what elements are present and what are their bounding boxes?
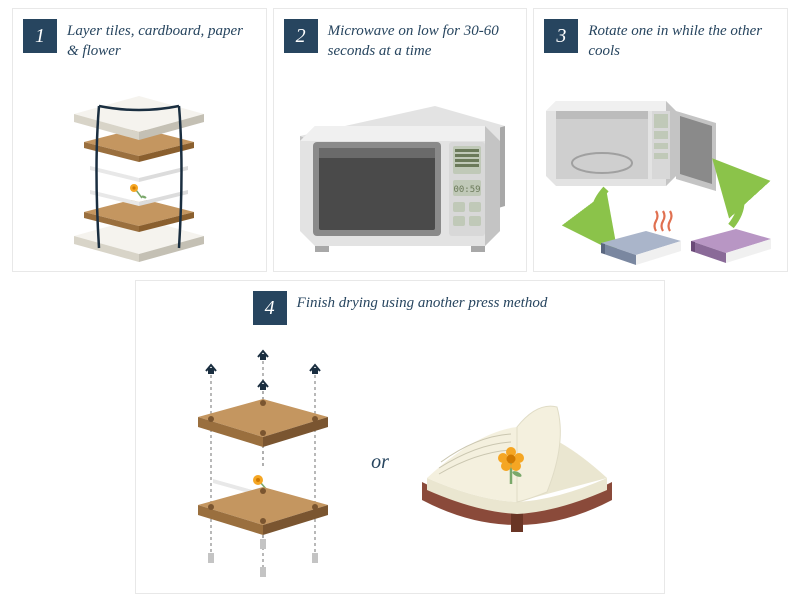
step-4-number: 4 (253, 291, 287, 325)
top-row: 1 Layer tiles, cardboard, paper & flower (0, 0, 800, 272)
wood-press-icon (173, 347, 353, 577)
step-4-illustration: or (136, 331, 664, 593)
step-3-cell: 3 Rotate one in while the other cools (533, 8, 788, 272)
step-2-header: 2 Microwave on low for 30-60 seconds at … (274, 9, 527, 62)
step-1-number: 1 (23, 19, 57, 53)
step-1-illustration (13, 71, 266, 271)
rotate-books-icon (536, 71, 786, 271)
step-2-cell: 2 Microwave on low for 30-60 seconds at … (273, 8, 528, 272)
bottom-row: 4 Finish drying using another press meth… (0, 272, 800, 594)
step-3-number: 3 (544, 19, 578, 53)
step-2-illustration: 00:59 (274, 71, 527, 271)
step-3-header: 3 Rotate one in while the other cools (534, 9, 787, 62)
step-4-header: 4 Finish drying using another press meth… (136, 281, 664, 325)
step-3-illustration (534, 71, 787, 271)
step-4-text: Finish drying using another press method (297, 291, 548, 313)
step-2-text: Microwave on low for 30-60 seconds at a … (328, 19, 513, 62)
step-3-text: Rotate one in while the other cools (588, 19, 773, 62)
step-1-header: 1 Layer tiles, cardboard, paper & flower (13, 9, 266, 62)
layered-press-icon (54, 76, 224, 266)
microwave-time-display: 00:59 (453, 185, 480, 195)
open-book-icon (407, 372, 627, 552)
microwave-icon: 00:59 (285, 86, 515, 256)
step-2-number: 2 (284, 19, 318, 53)
step-1-text: Layer tiles, cardboard, paper & flower (67, 19, 252, 62)
step-4-cell: 4 Finish drying using another press meth… (135, 280, 665, 594)
or-label: or (371, 451, 389, 474)
step-1-cell: 1 Layer tiles, cardboard, paper & flower (12, 8, 267, 272)
